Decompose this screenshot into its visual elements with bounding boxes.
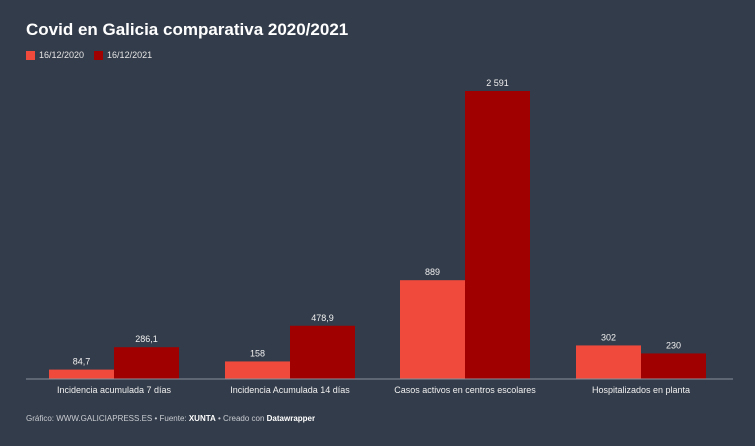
bar-2021-0 [114,347,179,379]
category-label-3: Hospitalizados en planta [592,385,690,395]
footer-middle: • Creado con [215,414,267,423]
footer-source: XUNTA [188,414,216,423]
bar-2021-2 [465,91,530,379]
bar-2020-1 [225,361,290,379]
data-label-2021-3: 230 [666,340,681,350]
bar-2021-3 [641,353,706,379]
data-label-2020-1: 158 [250,348,265,358]
footer-tool: Datawrapper [266,414,316,423]
data-label-2021-2: 2 591 [486,78,509,88]
category-label-2: Casos activos en centros escolares [394,385,536,395]
legend-label-2021: 16/12/2021 [107,50,153,60]
legend-label-2020: 16/12/2020 [39,50,85,60]
bar-2020-0 [49,369,114,379]
data-label-2021-1: 478,9 [311,313,334,323]
footer-prefix: Gráfico: WWW.GALICIAPRESS.ES • Fuente: [26,414,189,423]
bar-2020-2 [400,280,465,379]
footer-credits: Gráfico: WWW.GALICIAPRESS.ES • Fuente: X… [26,414,315,423]
legend-item-2021: 16/12/2021 [94,50,152,60]
bar-2020-3 [576,345,641,379]
bar-2021-1 [290,325,355,379]
category-label-0: Incidencia acumulada 7 días [57,385,172,395]
data-label-2020-3: 302 [601,332,616,342]
data-label-2020-0: 84,7 [73,357,91,367]
legend-swatch-2021 [94,50,104,60]
data-label-2021-0: 286,1 [135,334,158,344]
data-label-2020-2: 889 [425,267,440,277]
legend: 16/12/2020 16/12/2021 [26,50,152,60]
legend-item-2020: 16/12/2020 [26,50,84,60]
category-label-1: Incidencia Acumulada 14 días [230,385,350,395]
chart-title: Covid en Galicia comparativa 2020/2021 [26,20,349,39]
legend-swatch-2020 [26,50,35,60]
